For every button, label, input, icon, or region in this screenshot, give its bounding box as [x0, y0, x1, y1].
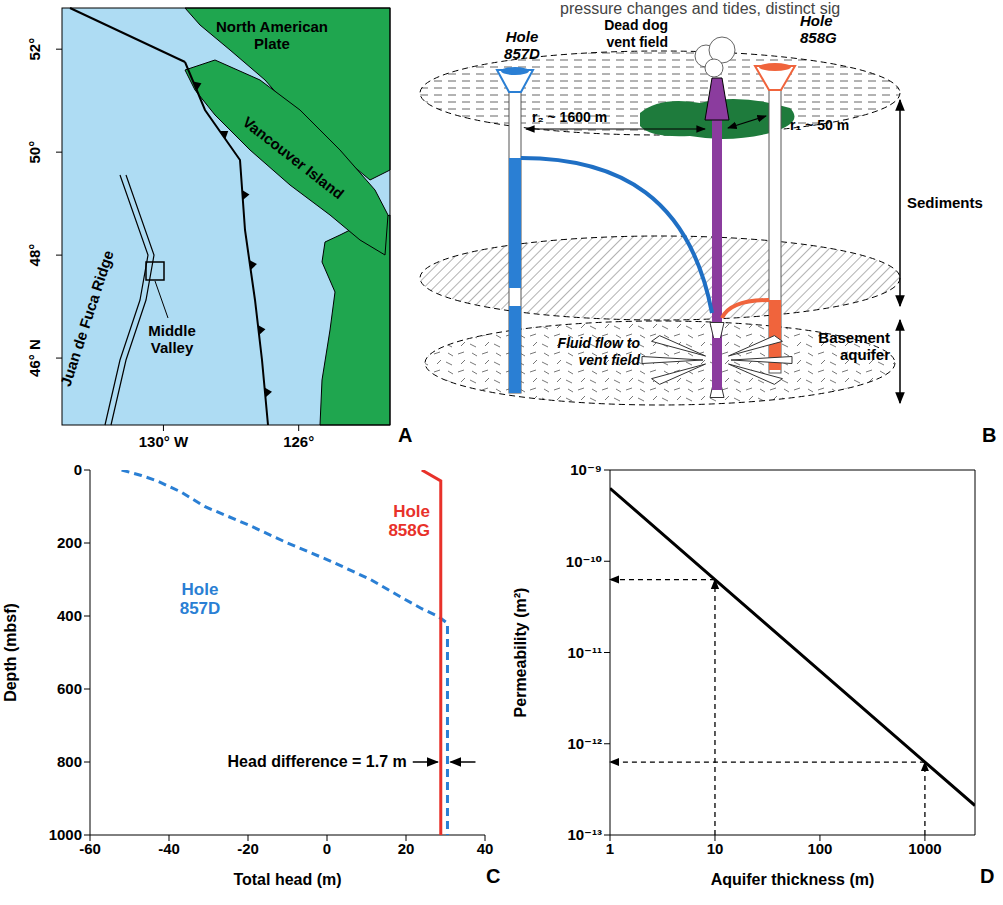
- svg-text:130° W: 130° W: [139, 433, 189, 450]
- svg-text:-40: -40: [158, 840, 180, 857]
- svg-text:126°: 126°: [283, 433, 314, 450]
- svg-text:Dead dogvent field: Dead dogvent field: [604, 17, 668, 50]
- svg-text:D: D: [980, 865, 994, 887]
- svg-text:A: A: [398, 424, 412, 446]
- svg-text:C: C: [486, 865, 500, 887]
- svg-text:Hole858G: Hole858G: [388, 502, 430, 540]
- svg-text:Total head (m): Total head (m): [233, 871, 341, 888]
- svg-text:10: 10: [707, 840, 724, 857]
- svg-text:1000: 1000: [908, 840, 941, 857]
- svg-text:r₂ ~ 1600 m: r₂ ~ 1600 m: [532, 109, 607, 125]
- svg-text:400: 400: [57, 607, 82, 624]
- svg-text:-60: -60: [79, 840, 101, 857]
- svg-text:pressure changes and tides, di: pressure changes and tides, distinct sig: [560, 0, 840, 17]
- svg-text:Fluid flow tovent field: Fluid flow tovent field: [558, 335, 641, 368]
- svg-text:0: 0: [74, 461, 82, 478]
- svg-text:100: 100: [807, 840, 832, 857]
- svg-text:50°: 50°: [26, 141, 43, 164]
- svg-text:B: B: [982, 424, 996, 446]
- svg-text:r₁ ~ 50 m: r₁ ~ 50 m: [790, 117, 849, 133]
- svg-text:Head difference = 1.7 m: Head difference = 1.7 m: [228, 753, 407, 770]
- svg-text:200: 200: [57, 534, 82, 551]
- svg-text:-20: -20: [237, 840, 259, 857]
- svg-text:Hole857D: Hole857D: [180, 580, 221, 618]
- svg-text:Basementaquifer: Basementaquifer: [818, 329, 890, 363]
- svg-text:10⁻¹³: 10⁻¹³: [567, 826, 602, 843]
- svg-text:Vancouver Island: Vancouver Island: [240, 113, 348, 202]
- svg-text:1000: 1000: [49, 826, 82, 843]
- svg-text:48°: 48°: [26, 244, 43, 267]
- svg-text:10⁻¹⁰: 10⁻¹⁰: [566, 553, 602, 570]
- svg-text:Hole857D: Hole857D: [504, 28, 540, 62]
- svg-text:20: 20: [398, 840, 415, 857]
- svg-text:600: 600: [57, 680, 82, 697]
- svg-text:800: 800: [57, 753, 82, 770]
- svg-text:Sediments: Sediments: [907, 194, 983, 211]
- svg-text:Hole858G: Hole858G: [800, 12, 837, 46]
- svg-text:Aquifer thickness (m): Aquifer thickness (m): [711, 871, 875, 888]
- svg-text:Depth (mbsf): Depth (mbsf): [2, 603, 19, 702]
- svg-text:North AmericanPlate: North AmericanPlate: [216, 18, 328, 52]
- svg-text:46° N: 46° N: [26, 339, 43, 377]
- svg-text:10⁻⁹: 10⁻⁹: [570, 461, 602, 478]
- svg-text:1: 1: [606, 840, 614, 857]
- svg-text:MiddleValley: MiddleValley: [148, 322, 196, 356]
- svg-text:10⁻¹¹: 10⁻¹¹: [567, 644, 602, 661]
- svg-text:40: 40: [477, 840, 494, 857]
- svg-text:10⁻¹²: 10⁻¹²: [567, 735, 602, 752]
- svg-text:Juan de Fuca Ridge: Juan de Fuca Ridge: [57, 248, 117, 388]
- svg-text:52°: 52°: [26, 38, 43, 61]
- svg-text:Permeability (m²): Permeability (m²): [512, 588, 529, 718]
- svg-text:0: 0: [323, 840, 331, 857]
